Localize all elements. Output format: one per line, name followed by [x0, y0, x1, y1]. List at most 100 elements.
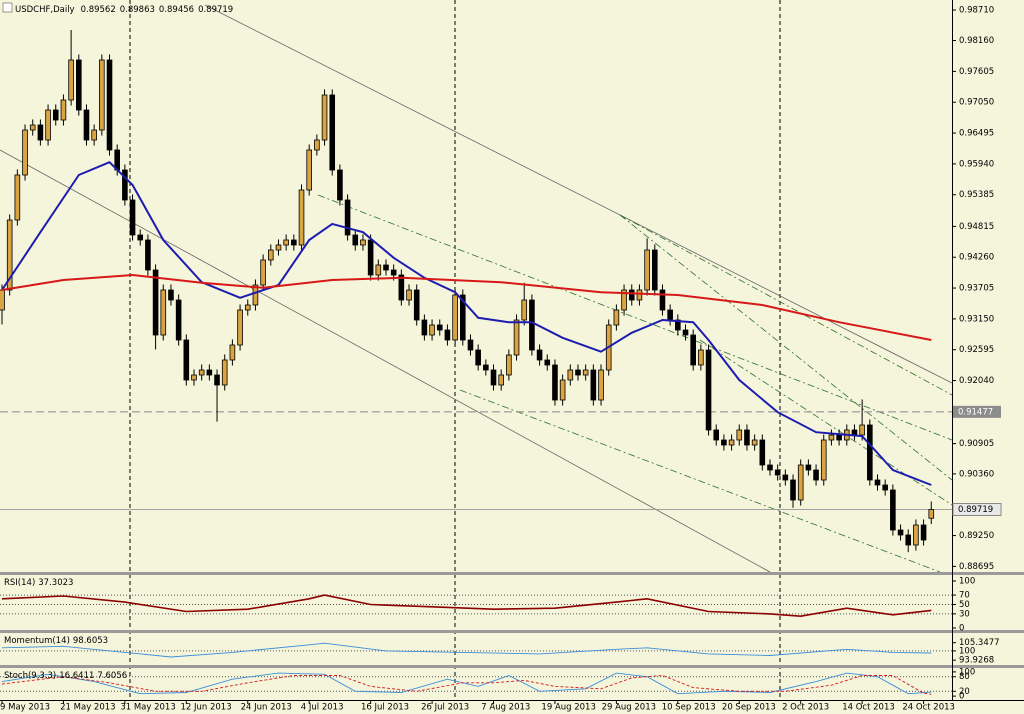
- candle-body: [413, 289, 420, 321]
- candle-body: [467, 339, 474, 351]
- candle-body: [490, 369, 497, 386]
- candle-body: [375, 264, 382, 276]
- labels: 0.98710 0.98160 0.97605 0.97050 0.96495 0.959…: [0, 6, 1002, 713]
- candle-body: [767, 464, 773, 471]
- indicator-tick-label: 80: [959, 672, 970, 682]
- pane-separator: [0, 572, 1024, 575]
- candle-body: [928, 509, 935, 519]
- candle-body: [598, 369, 604, 401]
- header-high: 0.89863: [120, 5, 155, 15]
- candle-body: [651, 249, 658, 291]
- candle-body: [91, 129, 97, 141]
- candle-body: [452, 294, 458, 341]
- candle-body: [99, 59, 105, 131]
- candle-body: [728, 439, 735, 446]
- candle-body: [713, 429, 720, 441]
- candle-body: [567, 369, 574, 381]
- trend-line: [317, 194, 953, 441]
- y-tick-label: 0.94260: [959, 253, 994, 263]
- candle-body: [275, 244, 282, 251]
- candle-body: [367, 239, 374, 276]
- x-tick-label: 14 Oct 2013: [842, 703, 895, 713]
- indicator-value: 16.6411: [59, 671, 94, 681]
- candle-body: [675, 319, 681, 331]
- candle-body: [813, 469, 819, 481]
- candle-body: [506, 354, 512, 376]
- candle-body: [352, 234, 359, 246]
- candle-body: [83, 109, 90, 141]
- candle-body: [360, 239, 366, 246]
- symbol-icon: [2, 2, 13, 13]
- level-label: 0.91477: [958, 407, 993, 417]
- candle-body: [698, 349, 704, 366]
- candle-body: [168, 289, 174, 301]
- chart-header: USDCHF,Daily 0.89562 0.89863 0.89456 0.89719: [15, 5, 233, 15]
- candle-body: [920, 524, 927, 541]
- header-open: 0.89562: [81, 5, 116, 15]
- candle-body: [306, 149, 312, 191]
- candle-body: [291, 239, 297, 246]
- candle-body: [444, 329, 451, 341]
- header-low: 0.89456: [159, 5, 194, 15]
- candle-body: [6, 219, 13, 291]
- trend-line: [459, 389, 941, 573]
- candle-body: [175, 299, 182, 341]
- x-tick-label: 31 May 2013: [120, 703, 175, 713]
- x-tick-label: 12 Jun 2013: [180, 703, 231, 713]
- y-tick-label: 0.90360: [959, 469, 994, 479]
- candle-body: [337, 169, 343, 201]
- plot-area: [0, 30, 952, 695]
- y-tick-label: 0.88695: [959, 562, 994, 572]
- moving-average: [1, 161, 932, 486]
- candle-body: [882, 484, 888, 491]
- chart-title: USDCHF,Daily: [15, 5, 75, 15]
- header-close: 0.89719: [198, 5, 233, 15]
- indicator-tick-label: 20: [959, 687, 970, 697]
- indicator-tick-label: 105.3477: [959, 638, 1000, 648]
- indicator-line: [1, 642, 932, 658]
- candle-body: [552, 364, 558, 401]
- pane-separator: [0, 665, 1024, 668]
- indicator-line: [1, 672, 932, 695]
- indicator-tick-label: 0: [959, 692, 964, 702]
- candle-body: [421, 319, 428, 336]
- candle-body: [744, 429, 750, 446]
- candle-body: [183, 339, 190, 381]
- candle-body: [690, 334, 696, 366]
- candle-body: [828, 434, 835, 441]
- candle-body: [298, 189, 305, 246]
- candle-body: [29, 124, 36, 131]
- candle-body: [459, 294, 466, 341]
- y-tick-label: 0.92040: [959, 376, 994, 386]
- candle-body: [283, 239, 289, 246]
- bid-label: 0.89719: [958, 505, 993, 515]
- candle-body: [913, 524, 919, 546]
- bid-label-bg: [952, 503, 1002, 516]
- candle-body: [314, 139, 320, 151]
- x-tick-label: 10 Sep 2013: [662, 703, 716, 713]
- candle-body: [429, 324, 435, 336]
- candle-body: [237, 309, 243, 346]
- candle-body: [890, 489, 896, 531]
- y-tick-label: 0.97050: [959, 98, 994, 108]
- candle-body: [529, 299, 535, 351]
- x-tick-label: 4 Jul 2013: [301, 703, 344, 713]
- y-tick-label: 0.95385: [959, 190, 994, 200]
- candle-body: [221, 359, 228, 386]
- candle-body: [260, 259, 266, 286]
- candle-body: [544, 359, 551, 366]
- x-tick-label: 9 May 2013: [0, 703, 50, 713]
- candle-body: [805, 464, 812, 471]
- pane-label: RSI(14) 37.3023: [4, 578, 73, 588]
- indicator-value: 7.6056: [97, 671, 127, 681]
- indicator-tick-label: 100: [959, 576, 975, 586]
- candle-body: [559, 379, 566, 401]
- channel-line: [0, 149, 771, 573]
- indicator-tick-label: 50: [959, 600, 970, 610]
- candle-body: [267, 249, 274, 261]
- candle-body: [398, 274, 405, 301]
- candle-body: [252, 284, 259, 306]
- candle-body: [244, 304, 251, 311]
